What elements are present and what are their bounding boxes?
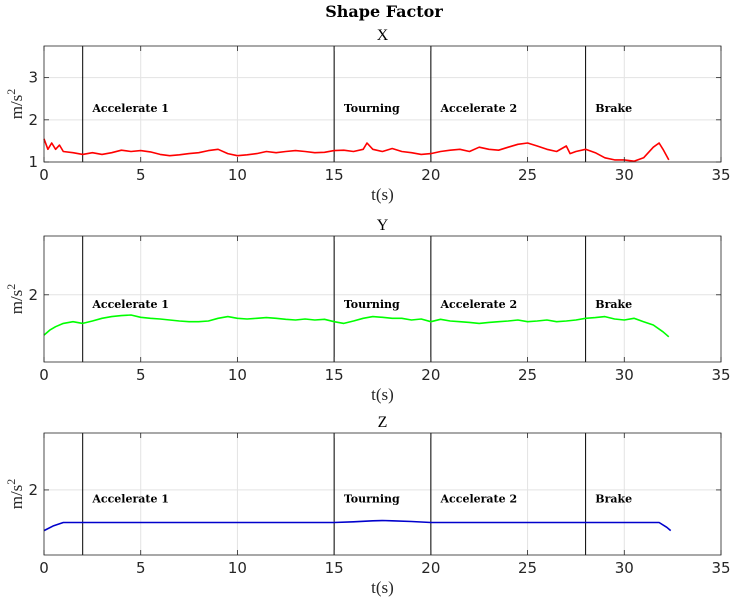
phase-label: Accelerate 1 — [91, 493, 169, 506]
x-tick-label: 10 — [228, 559, 247, 577]
plot-area — [44, 433, 721, 555]
x-tick-label: 25 — [518, 559, 537, 577]
y-tick-label: 1 — [28, 153, 38, 171]
subplot-title: Z — [378, 414, 388, 431]
phase-label: Brake — [595, 493, 632, 506]
axes-box — [43, 432, 722, 556]
axes-box — [43, 45, 722, 163]
x-tick-label: 10 — [228, 366, 247, 384]
subplot-title: X — [377, 27, 389, 44]
x-tick-label: 10 — [228, 166, 247, 184]
x-axis-label: t(s) — [371, 385, 394, 404]
x-axis-label: t(s) — [371, 185, 394, 204]
x-tick-label: 20 — [421, 366, 440, 384]
y-axis-label: m/s2 — [4, 479, 26, 510]
axes-box — [43, 235, 722, 363]
x-tick-label: 35 — [711, 366, 730, 384]
x-tick-label: 20 — [421, 166, 440, 184]
phase-label: Accelerate 2 — [440, 298, 518, 311]
x-tick-label: 25 — [518, 166, 537, 184]
x-tick-label: 5 — [136, 166, 146, 184]
x-tick-label: 15 — [325, 559, 344, 577]
x-tick-label: 15 — [325, 166, 344, 184]
y-axis-label: m/s2 — [4, 89, 26, 120]
phase-label: Accelerate 2 — [440, 493, 518, 506]
series-line-y — [43, 314, 670, 338]
subplot-title: Y — [377, 217, 389, 234]
y-tick-label: 2 — [28, 111, 38, 129]
x-tick-label: 0 — [39, 166, 49, 184]
x-tick-label: 30 — [615, 166, 634, 184]
x-tick-label: 5 — [136, 366, 146, 384]
x-tick-label: 0 — [39, 366, 49, 384]
subplot-z: Accelerate 1 Tourning Accelerate 2 Brake 0 5 1… — [4, 414, 731, 597]
phase-label: Brake — [595, 102, 632, 115]
phase-label: Tourning — [344, 102, 400, 115]
x-tick-label: 0 — [39, 559, 49, 577]
x-tick-label: 30 — [615, 366, 634, 384]
y-tick-label: 2 — [28, 481, 38, 499]
x-tick-label: 15 — [325, 366, 344, 384]
phase-label: Brake — [595, 298, 632, 311]
plot-area — [44, 46, 721, 162]
x-tick-label: 30 — [615, 559, 634, 577]
phase-label: Accelerate 2 — [440, 102, 518, 115]
x-tick-label: 35 — [711, 166, 730, 184]
y-tick-label: 2 — [28, 286, 38, 304]
series-line-x — [43, 138, 670, 162]
x-tick-label: 35 — [711, 559, 730, 577]
phase-label: Accelerate 1 — [91, 298, 169, 311]
x-tick-label: 5 — [136, 559, 146, 577]
x-axis-label: t(s) — [371, 578, 394, 597]
subplots: Accelerate 1 Tourning Accelerate 2 Brake 0 5 1… — [4, 27, 731, 597]
y-axis-label: m/s2 — [4, 284, 26, 315]
subplot-x: Accelerate 1 Tourning Accelerate 2 Brake 0 5 1… — [4, 27, 731, 204]
phase-label: Accelerate 1 — [91, 102, 169, 115]
phase-label: Tourning — [344, 298, 400, 311]
x-tick-label: 25 — [518, 366, 537, 384]
y-tick-label: 3 — [28, 69, 38, 87]
series-line-z — [43, 519, 672, 532]
figure-title: Shape Factor — [325, 2, 443, 21]
plot-area — [44, 236, 721, 362]
phase-label: Tourning — [344, 493, 400, 506]
x-tick-label: 20 — [421, 559, 440, 577]
subplot-y: Accelerate 1 Tourning Accelerate 2 Brake 0 5 1… — [4, 217, 731, 404]
